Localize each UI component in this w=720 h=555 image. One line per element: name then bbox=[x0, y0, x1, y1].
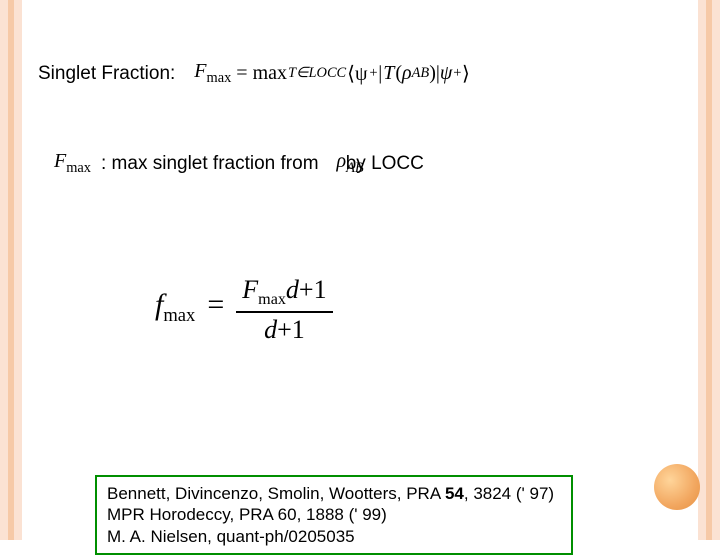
singlet-fraction-formula: Fmax = maxT∈LOCC ⟨ψ+| T(ρAB) |ψ+⟩ bbox=[193, 60, 470, 87]
reference-line: M. A. Nielsen, quant-ph/0205035 bbox=[107, 526, 557, 547]
right-accent-stripe bbox=[698, 0, 720, 540]
fmax-text-1: : max singlet fraction from bbox=[101, 153, 319, 175]
singlet-fraction-line: Singlet Fraction: Fmax = maxT∈LOCC ⟨ψ+| … bbox=[38, 60, 470, 87]
reference-line: MPR Horodeccy, PRA 60, 1888 (' 99) bbox=[107, 504, 557, 525]
decorative-circle-icon bbox=[654, 464, 700, 510]
fmax-symbol: Fmax bbox=[54, 150, 91, 177]
reference-line: Bennett, Divincenzo, Smolin, Wootters, P… bbox=[107, 483, 557, 504]
fmax-text-2: by LOCC bbox=[346, 153, 424, 175]
main-formula: fmax = Fmaxd+1 d+1 bbox=[155, 275, 333, 345]
references-box: Bennett, Divincenzo, Smolin, Wootters, P… bbox=[95, 475, 573, 555]
singlet-fraction-label: Singlet Fraction: bbox=[38, 63, 175, 85]
slide-content: Singlet Fraction: Fmax = maxT∈LOCC ⟨ψ+| … bbox=[30, 50, 690, 520]
left-accent-stripe bbox=[0, 0, 22, 540]
fmax-description-line: Fmax : max singlet fraction from ρAB by … bbox=[54, 150, 424, 177]
